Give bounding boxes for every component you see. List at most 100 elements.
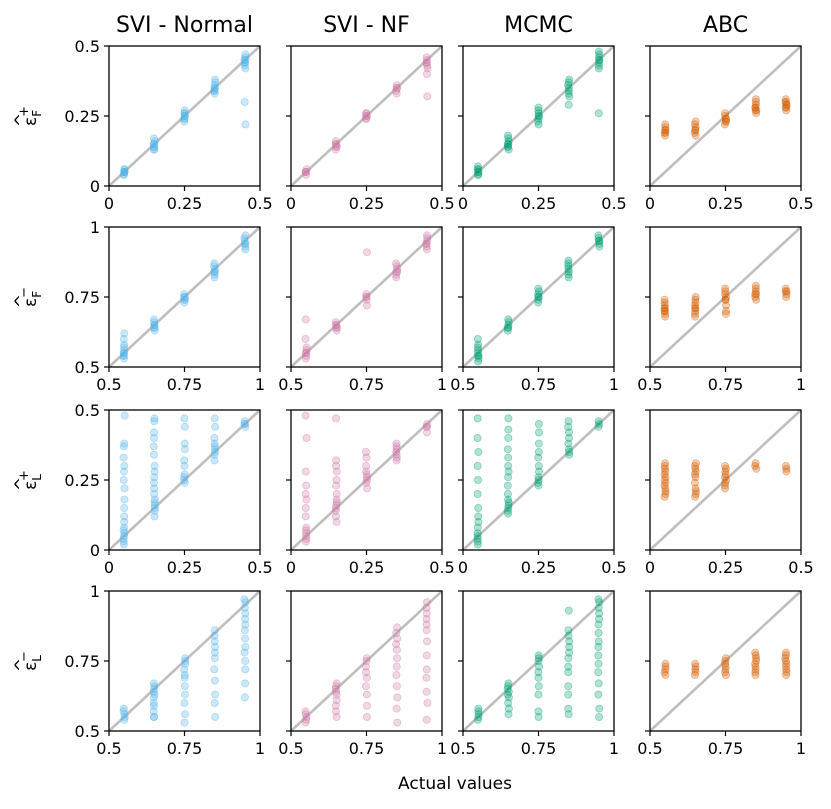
data-point	[422, 231, 431, 240]
data-point	[661, 659, 670, 668]
data-point	[661, 123, 670, 132]
data-point	[661, 128, 670, 137]
data-point	[149, 701, 158, 710]
y-tick-label: 0	[90, 541, 100, 560]
data-point	[503, 142, 512, 151]
x-tick-label: 0.5	[450, 375, 475, 394]
data-point	[422, 239, 431, 248]
data-point	[474, 340, 483, 349]
data-point	[721, 295, 730, 304]
data-point	[781, 98, 790, 107]
data-point	[149, 318, 158, 327]
data-point	[393, 634, 402, 643]
data-point	[119, 453, 128, 462]
x-axis-label: Actual values	[398, 774, 512, 794]
identity-line	[649, 590, 802, 732]
data-point	[564, 270, 573, 279]
data-point	[210, 86, 219, 95]
data-point	[691, 117, 700, 126]
data-point	[331, 137, 340, 146]
data-point	[661, 126, 670, 135]
scatter-panel: 0.5 0.75 1	[278, 590, 447, 758]
data-point	[331, 707, 340, 716]
x-tick-label: 0	[286, 194, 296, 213]
identity-line	[290, 590, 443, 732]
data-point	[504, 710, 513, 719]
data-point	[361, 682, 370, 691]
data-point	[564, 690, 573, 699]
data-point	[503, 682, 512, 691]
x-tick-label: 0.5	[788, 558, 813, 577]
data-point	[660, 295, 669, 304]
data-point	[210, 270, 219, 279]
data-point	[332, 498, 341, 507]
data-point	[595, 56, 604, 65]
data-point	[423, 699, 432, 708]
data-point	[240, 239, 249, 248]
data-point	[690, 301, 699, 310]
data-point	[751, 671, 760, 680]
data-point	[331, 145, 340, 154]
data-point	[565, 447, 574, 456]
data-point	[781, 284, 790, 293]
data-point	[752, 295, 761, 304]
data-point	[150, 503, 159, 512]
data-point	[691, 467, 700, 476]
data-point	[691, 665, 700, 674]
data-point	[331, 701, 340, 710]
data-point	[150, 484, 159, 493]
data-point	[120, 523, 129, 532]
data-point	[565, 433, 574, 442]
data-point	[422, 245, 431, 254]
data-point	[180, 114, 189, 123]
data-point	[301, 167, 310, 176]
data-point	[751, 100, 760, 109]
data-point	[691, 489, 700, 498]
scatter-panel: 0 0.25 0.5	[645, 409, 814, 577]
data-point	[534, 290, 543, 299]
data-point	[721, 662, 730, 671]
data-point	[180, 439, 189, 448]
data-point	[422, 53, 431, 62]
data-point	[534, 114, 543, 123]
data-point	[564, 710, 573, 719]
data-point	[594, 109, 603, 118]
data-point	[595, 615, 604, 624]
data-point	[362, 292, 371, 301]
data-point	[301, 489, 310, 498]
data-point	[180, 445, 189, 454]
data-point	[331, 318, 340, 327]
data-point	[422, 58, 431, 67]
data-point	[721, 659, 730, 668]
data-point	[179, 292, 188, 301]
data-point	[781, 662, 790, 671]
y-tick-label: 0.5	[75, 722, 100, 741]
data-point	[660, 298, 669, 307]
data-point	[594, 603, 603, 612]
data-point	[362, 701, 371, 710]
data-point	[534, 109, 543, 118]
x-tick-label: 0.75	[349, 375, 385, 394]
data-point	[721, 112, 730, 121]
data-point	[302, 433, 311, 442]
data-point	[302, 481, 311, 490]
data-point	[564, 81, 573, 90]
data-point	[721, 284, 730, 293]
data-point	[331, 682, 340, 691]
data-point	[301, 334, 310, 343]
data-point	[595, 236, 604, 245]
x-tick-label: 0	[104, 194, 114, 213]
data-point	[362, 248, 371, 257]
data-point	[504, 501, 513, 510]
data-point	[392, 456, 401, 465]
x-tick-label: 0.5	[637, 739, 662, 758]
data-point	[751, 292, 760, 301]
data-point	[722, 114, 731, 123]
data-point	[751, 665, 760, 674]
data-point	[504, 139, 513, 148]
data-point	[149, 315, 158, 324]
data-point	[332, 501, 341, 510]
data-point	[422, 422, 431, 431]
data-point	[473, 537, 482, 546]
data-point	[210, 262, 219, 271]
